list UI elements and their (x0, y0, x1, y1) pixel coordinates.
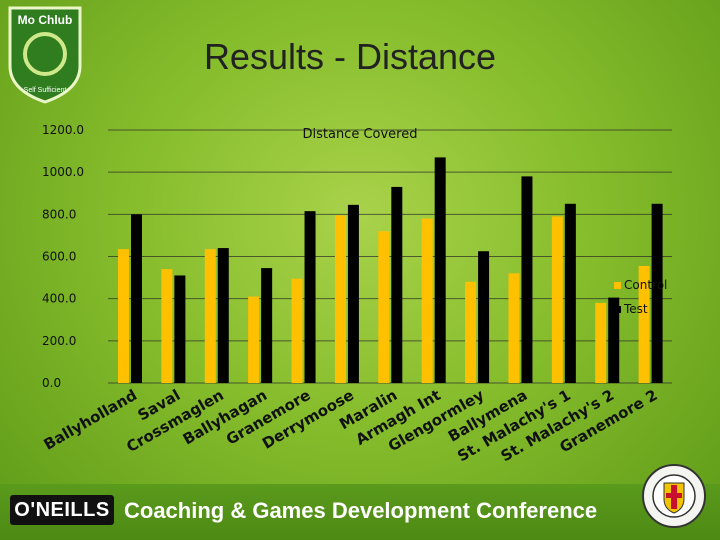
chart-title: Distance Covered (302, 127, 417, 142)
bar-test-7 (434, 157, 446, 383)
logo-title: Mo Chlub (18, 13, 73, 27)
bar-test-11 (608, 297, 620, 383)
bar-control-1 (161, 269, 173, 383)
footer-bar (0, 484, 720, 540)
bar-test-9 (521, 176, 533, 383)
bar-control-11 (595, 302, 607, 383)
y-tick-label: 400.0 (42, 292, 76, 306)
slide-title: Results - Distance (203, 36, 497, 77)
bar-control-7 (421, 218, 433, 383)
bar-test-12 (651, 203, 663, 383)
bar-control-10 (551, 216, 563, 383)
y-tick-label: 1200.0 (42, 123, 84, 137)
oneills-logo: O'NEILLS (10, 495, 114, 525)
gaa-crest-icon (642, 464, 706, 528)
legend-label: Control (624, 278, 667, 292)
bar-test-2 (217, 248, 229, 383)
y-tick-label: 800.0 (42, 207, 76, 221)
bar-control-9 (508, 273, 520, 383)
y-tick-label: 0.0 (42, 376, 61, 390)
bar-test-0 (131, 214, 142, 383)
logo-subtitle: Self Sufficient (24, 87, 67, 94)
bar-test-1 (174, 275, 186, 383)
mo-chlub-logo: Mo Chlub Self Sufficient (8, 6, 82, 104)
bar-control-5 (334, 215, 346, 383)
bar-control-0 (118, 249, 129, 383)
footer-text: Coaching & Games Development Conference (124, 498, 598, 523)
bar-test-5 (347, 204, 359, 383)
y-tick-label: 200.0 (42, 334, 76, 348)
bar-control-6 (378, 231, 390, 383)
y-tick-label: 600.0 (42, 250, 76, 264)
bar-control-4 (291, 278, 303, 383)
bar-test-6 (391, 186, 403, 383)
bar-test-3 (261, 268, 273, 383)
oneills-logo-text: O'NEILLS (14, 498, 110, 521)
bar-control-2 (204, 249, 216, 383)
bar-test-4 (304, 211, 316, 383)
legend-swatch (614, 282, 621, 289)
bar-control-8 (465, 281, 477, 383)
bar-control-3 (248, 296, 260, 383)
bar-test-8 (478, 251, 490, 383)
y-tick-label: 1000.0 (42, 165, 84, 179)
bar-test-10 (564, 203, 576, 383)
bar-control-12 (638, 265, 650, 383)
legend-swatch (614, 306, 621, 313)
legend-label: Test (623, 302, 648, 316)
